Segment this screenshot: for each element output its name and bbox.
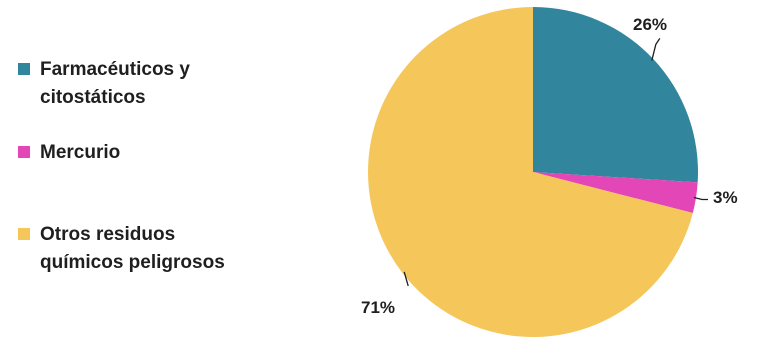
legend: Farmacéuticos y citostáticos Mercurio Otros… bbox=[18, 59, 225, 273]
pie-slices bbox=[368, 7, 698, 337]
leader-line bbox=[651, 38, 661, 61]
legend-swatch bbox=[18, 63, 30, 75]
pie-slice bbox=[533, 172, 698, 214]
legend-label: citostáticos bbox=[40, 87, 146, 108]
legend-swatch bbox=[18, 146, 30, 158]
pie-slice bbox=[533, 7, 698, 183]
legend-label: químicos peligrosos bbox=[40, 252, 225, 273]
data-label: 71% bbox=[361, 298, 395, 317]
legend-swatch bbox=[18, 228, 30, 240]
data-label: 3% bbox=[713, 188, 738, 207]
legend-label: Farmacéuticos y bbox=[40, 59, 190, 80]
data-labels: 26% 3% 71% bbox=[361, 15, 738, 317]
leader-line bbox=[693, 196, 708, 201]
leader-lines bbox=[403, 38, 708, 287]
legend-label: Otros residuos bbox=[40, 224, 175, 245]
pie-slice bbox=[368, 7, 693, 337]
leader-line bbox=[403, 271, 409, 287]
legend-label: Mercurio bbox=[40, 142, 120, 163]
data-label: 26% bbox=[633, 15, 667, 34]
